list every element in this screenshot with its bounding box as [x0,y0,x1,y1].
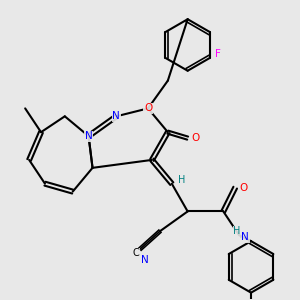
Text: N: N [241,232,249,242]
Text: N: N [85,131,92,141]
Text: O: O [239,183,247,193]
Text: O: O [144,103,152,113]
Text: N: N [141,255,149,265]
Text: H: H [233,226,241,236]
Text: N: N [112,111,120,121]
Text: F: F [215,49,221,59]
Text: O: O [191,133,200,143]
Text: C: C [133,248,140,258]
Text: H: H [178,175,185,185]
